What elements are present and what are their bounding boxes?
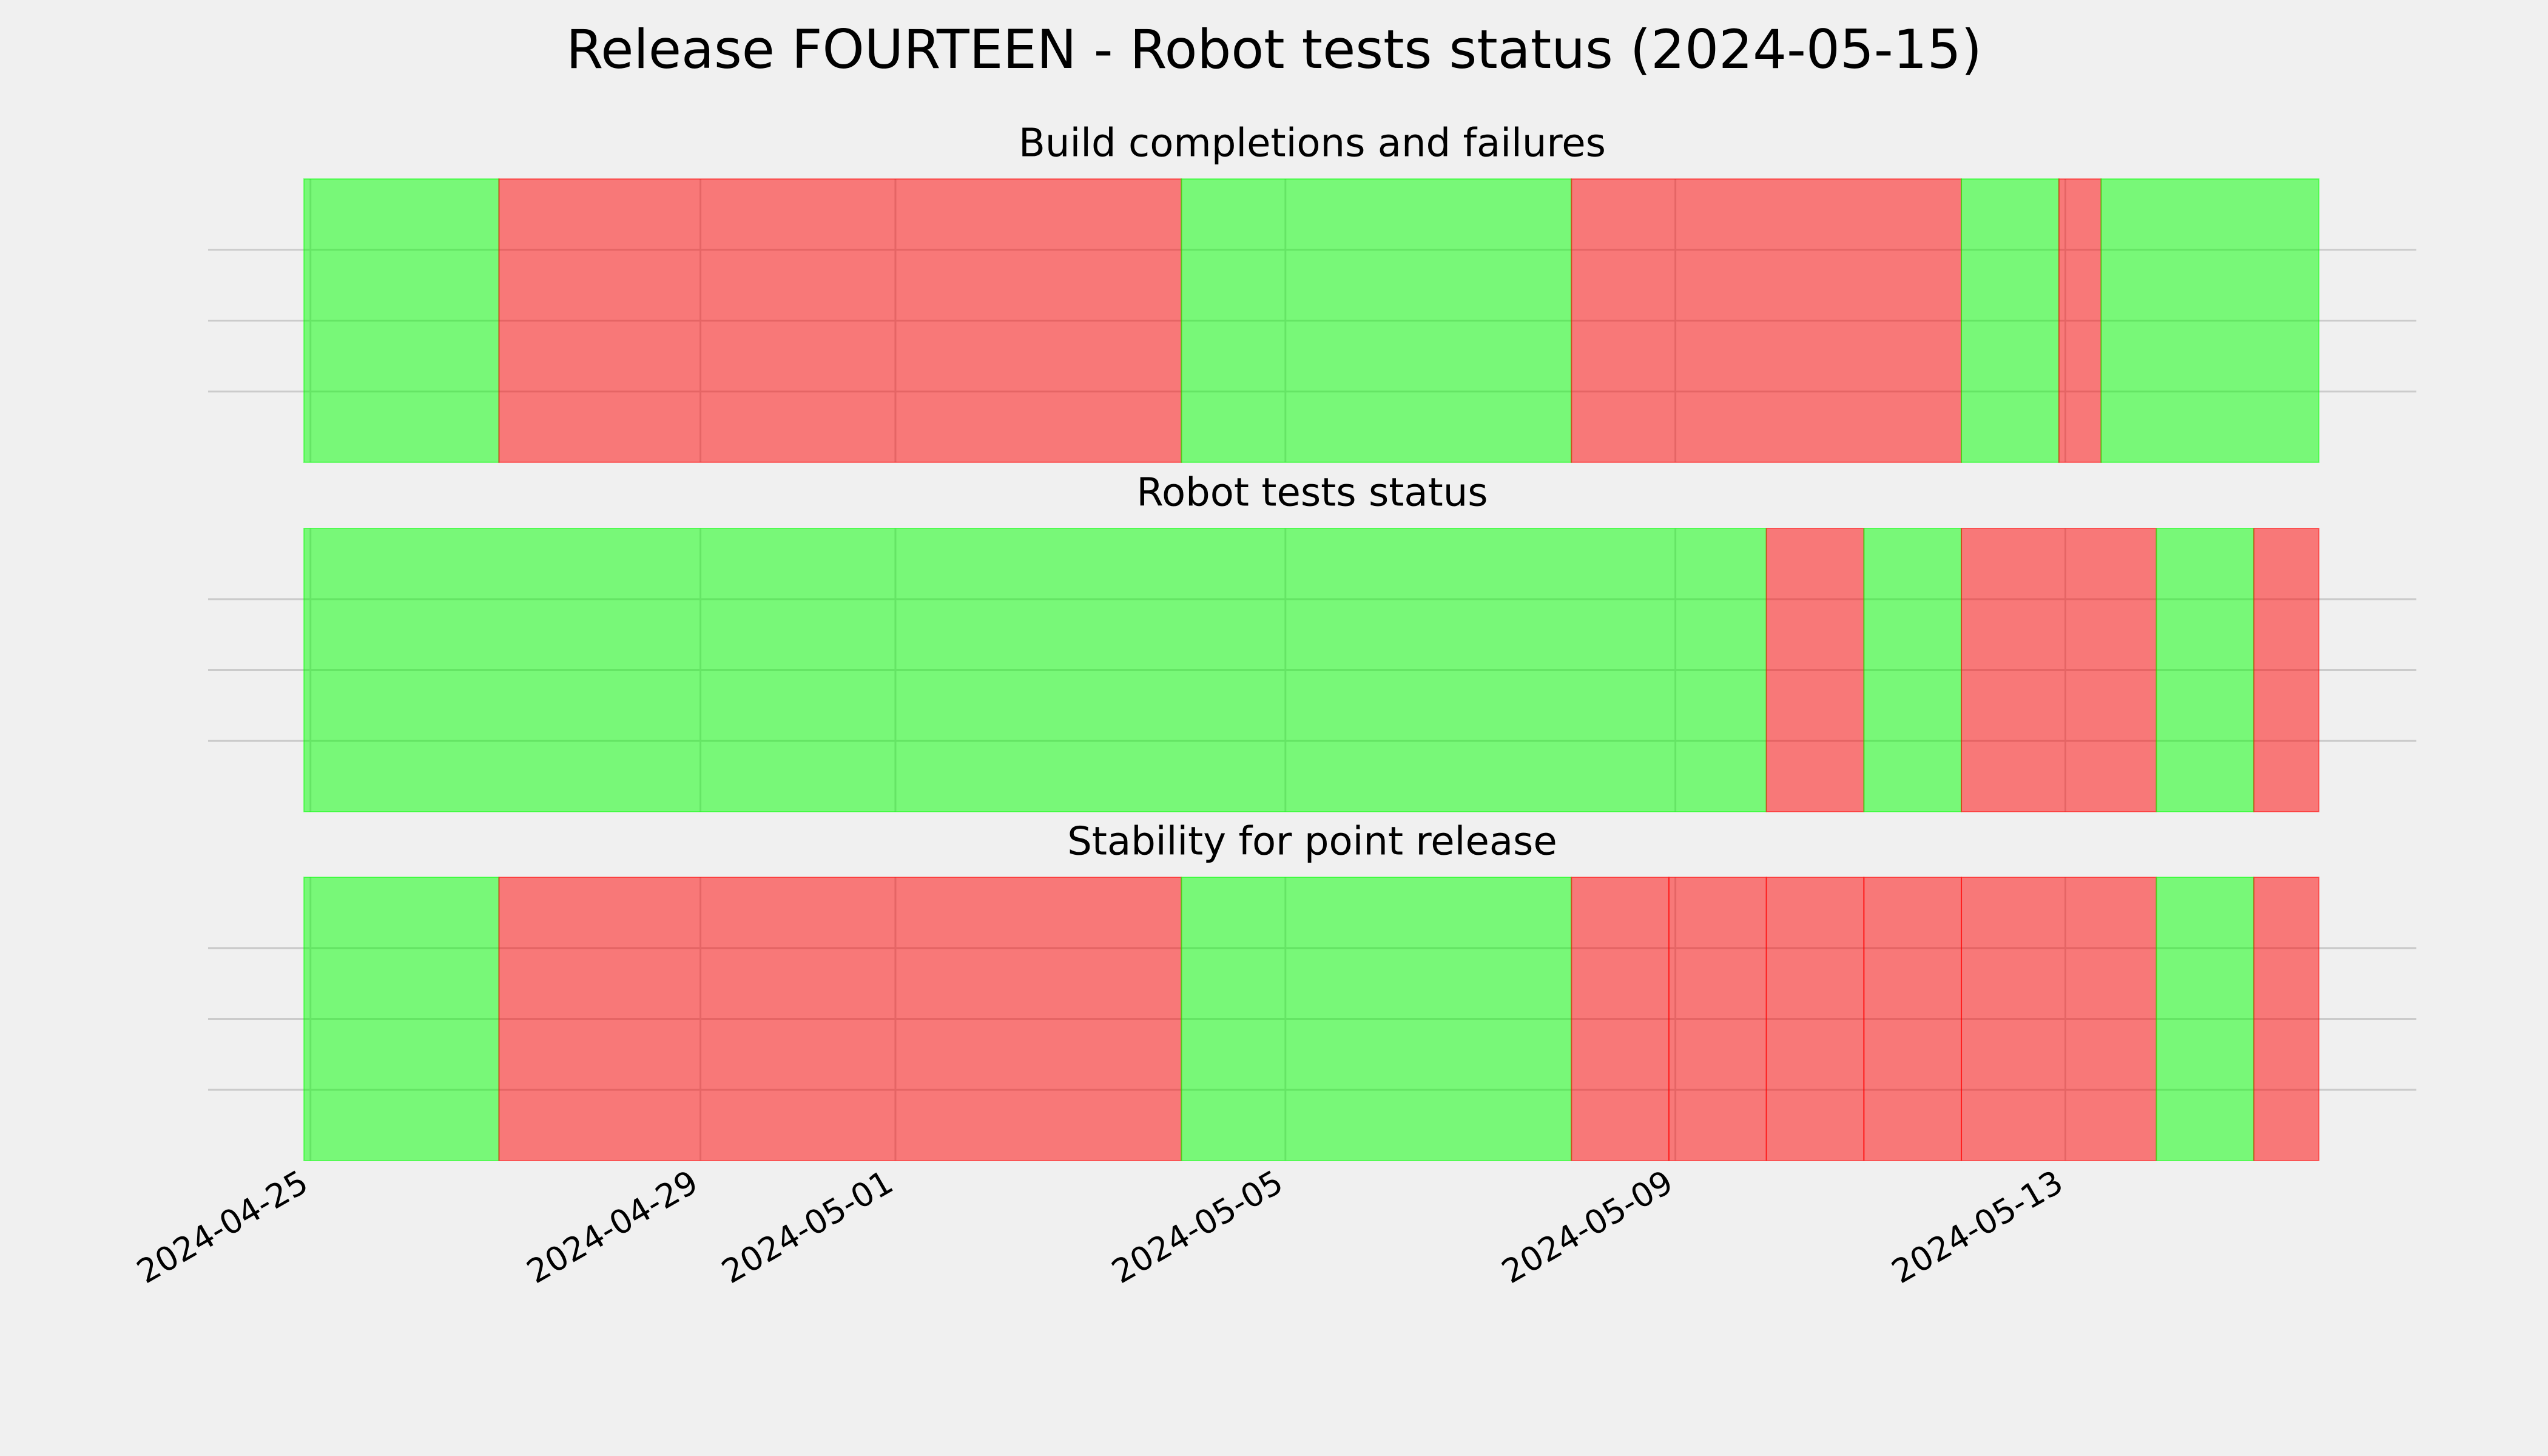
status-span <box>1765 877 1865 1161</box>
status-span <box>1961 178 2060 463</box>
status-span <box>2155 877 2255 1161</box>
status-span <box>1863 877 1963 1161</box>
status-span <box>1181 178 1572 463</box>
status-span <box>2155 528 2255 812</box>
chart-title: Release FOURTEEN - Robot tests status (2… <box>566 18 1982 81</box>
status-span <box>303 877 500 1161</box>
panel-title: Build completions and failures <box>1019 121 1606 166</box>
status-span <box>1863 528 1963 812</box>
status-span <box>498 877 1182 1161</box>
panel-title: Robot tests status <box>1136 471 1488 516</box>
status-span <box>1961 877 2157 1161</box>
status-span <box>1181 877 1572 1161</box>
status-span <box>2100 178 2320 463</box>
status-span <box>1668 877 1767 1161</box>
status-span <box>2253 877 2320 1161</box>
status-span <box>303 178 500 463</box>
status-span <box>303 528 1767 812</box>
status-span <box>1571 877 1670 1161</box>
status-span <box>2253 528 2320 812</box>
status-span <box>2058 178 2102 463</box>
status-span <box>498 178 1182 463</box>
status-span <box>1765 528 1865 812</box>
panel-title: Stability for point release <box>1067 820 1557 864</box>
status-span <box>1571 178 1963 463</box>
status-span <box>1961 528 2157 812</box>
